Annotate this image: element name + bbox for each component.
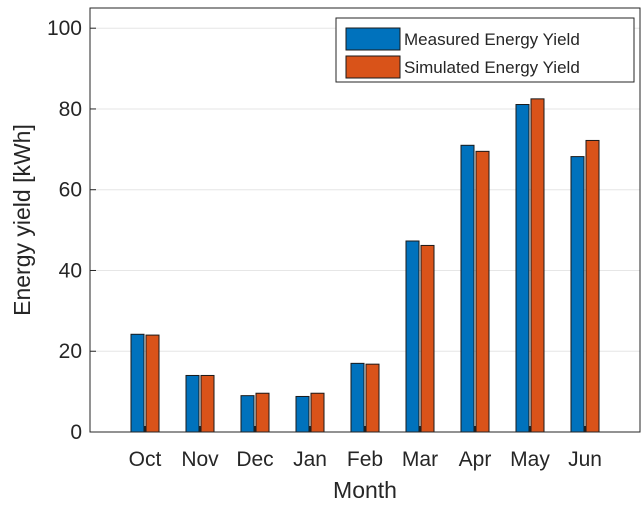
- bar-measured: [130, 333, 145, 433]
- legend-swatch-measured: [345, 27, 401, 51]
- bar-simulated: [585, 139, 600, 433]
- y-tick-label: 80: [59, 98, 82, 121]
- bar-measured: [185, 374, 200, 433]
- bar-simulated: [310, 392, 325, 433]
- x-tick-label: Oct: [129, 448, 162, 471]
- bar-simulated: [420, 244, 435, 433]
- axes: [89, 7, 641, 433]
- bar-simulated: [475, 150, 490, 433]
- bar-measured: [515, 104, 530, 433]
- tick-labels: 0 20 40 60 80 100 Oct Nov Dec Jan Feb Mar Apr May Jun: [47, 17, 602, 471]
- x-tick-label: May: [510, 448, 550, 471]
- y-axis-title: Energy yield [kWh]: [9, 124, 35, 316]
- bar-measured: [350, 362, 365, 433]
- bar-measured: [295, 395, 310, 433]
- x-tick-label: Jan: [293, 448, 327, 471]
- bar-measured: [460, 144, 475, 433]
- bar-simulated: [255, 392, 270, 433]
- x-tick-label: Dec: [236, 448, 273, 471]
- y-tick-label: 40: [59, 259, 82, 282]
- bar-simulated: [200, 374, 215, 433]
- x-tick-label: Feb: [347, 448, 383, 471]
- x-tick-label: Nov: [181, 448, 219, 471]
- legend-swatch-simulated: [345, 55, 401, 79]
- y-tick-label: 20: [59, 340, 82, 363]
- bar-simulated: [530, 98, 545, 433]
- x-tick-label: Jun: [568, 448, 602, 471]
- x-axis-title: Month: [333, 477, 397, 503]
- bar-simulated: [145, 334, 160, 433]
- y-tick-label: 60: [59, 179, 82, 202]
- bars: [130, 98, 600, 433]
- bar-measured: [570, 156, 585, 433]
- y-tick-label: 100: [47, 17, 82, 40]
- legend-label-simulated: Simulated Energy Yield: [404, 58, 580, 77]
- grid-lines: [90, 27, 640, 433]
- bar-simulated: [365, 363, 380, 433]
- legend-label-measured: Measured Energy Yield: [404, 30, 580, 49]
- bar-measured: [405, 240, 420, 433]
- x-tick-label: Mar: [402, 448, 438, 471]
- x-tick-label: Apr: [459, 448, 492, 471]
- plot-frame: [89, 7, 641, 433]
- bar-measured: [240, 395, 255, 433]
- y-tick-label: 0: [70, 421, 82, 444]
- legend: Measured Energy Yield Simulated Energy Yi…: [335, 17, 635, 83]
